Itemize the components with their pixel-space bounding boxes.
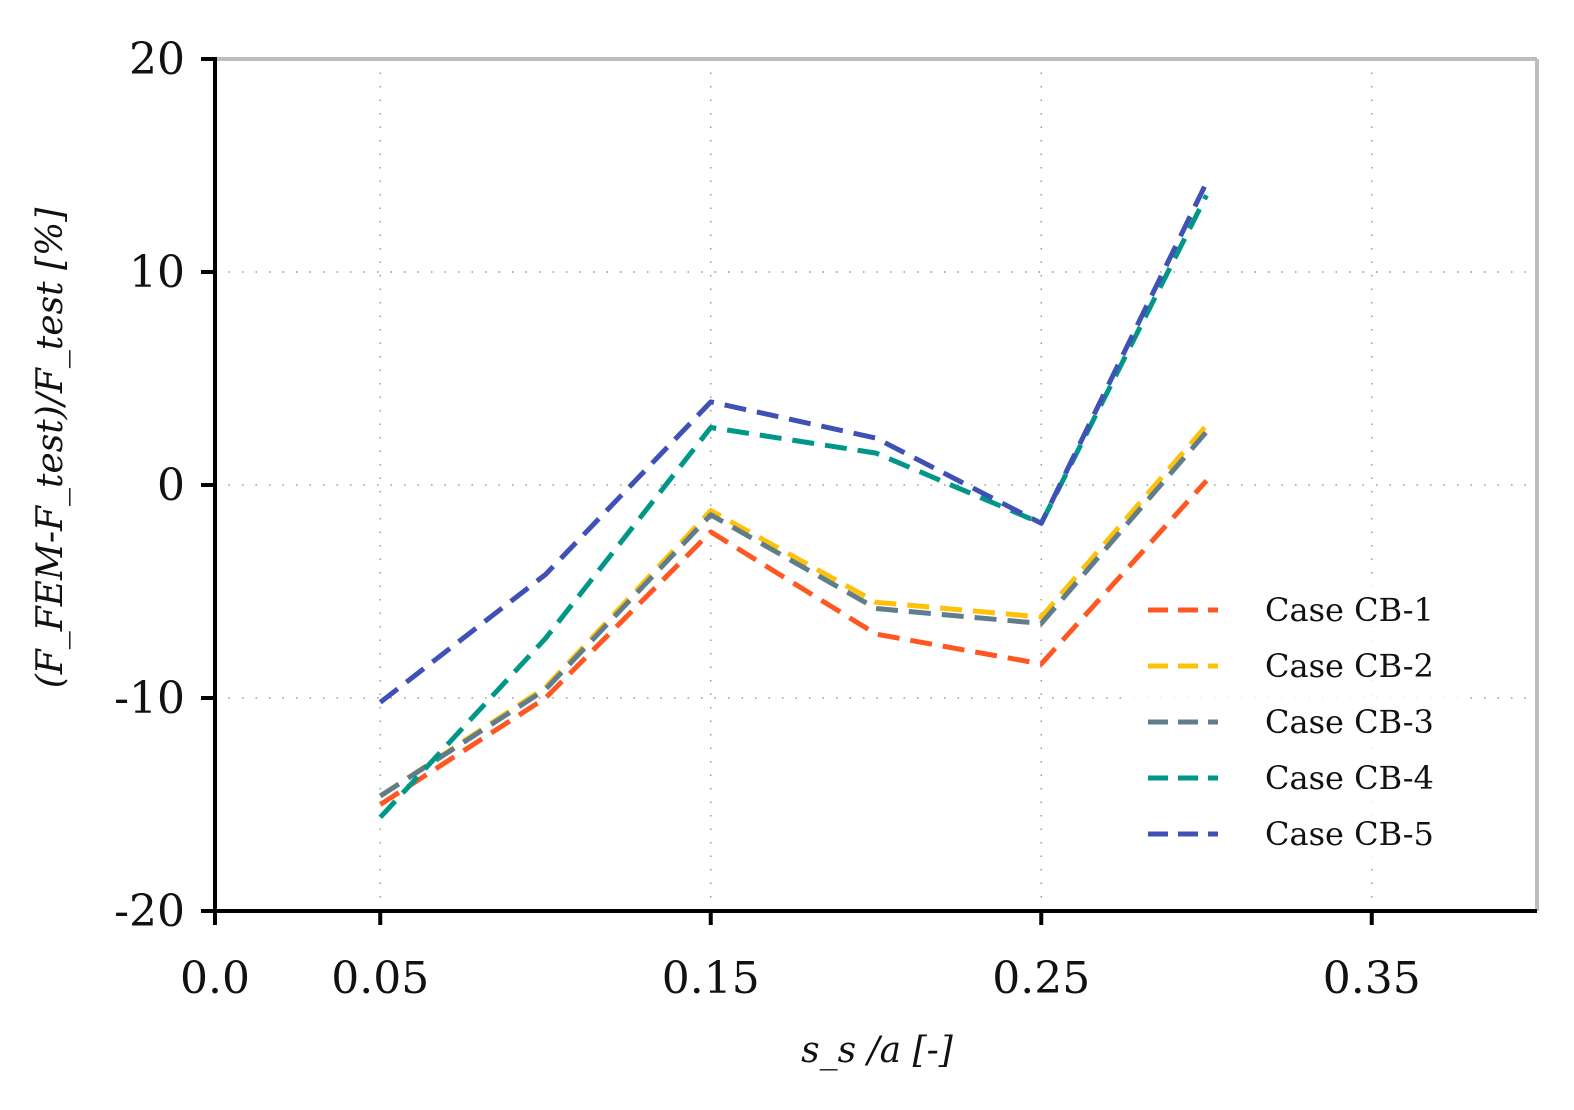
x-tick-label: 0.35 [1323,953,1421,1004]
y-tick-label: 20 [129,34,185,85]
y-tick-label: 0 [157,460,185,511]
legend-label: Case CB-2 [1265,647,1434,685]
x-tick-label: 0.25 [992,953,1090,1004]
series-line-case-cb-3 [378,430,1209,799]
legend-label: Case CB-4 [1265,759,1434,797]
y-tick-label: -20 [114,886,185,937]
legend-label: Case CB-3 [1265,703,1434,741]
x-axis-label: s_s /a [-] [801,1030,954,1071]
y-axis-label: (F_FEM-F_test)/F_test [%] [30,207,71,689]
y-tick-label: -10 [114,673,185,724]
series-line-case-cb-4 [378,194,1209,819]
legend-label: Case CB-5 [1265,815,1434,853]
series-group [378,181,1209,819]
x-tick-label: 0.15 [662,953,760,1004]
x-tick-label: 0.05 [331,953,429,1004]
series-line-case-cb-1 [378,479,1209,807]
y-tick-label: 10 [129,247,185,298]
ticks: 0.0 0.05 0.15 0.25 0.35 -20 -10 0 10 20 [114,34,1421,1004]
series-line-case-cb-5 [378,181,1209,705]
legend-label: Case CB-1 [1265,591,1434,629]
x-tick-label: 0.0 [180,953,250,1004]
legend: Case CB-1 Case CB-2 Case CB-3 Case CB-4 Case… [1130,578,1470,868]
series-line-case-cb-2 [378,423,1209,799]
